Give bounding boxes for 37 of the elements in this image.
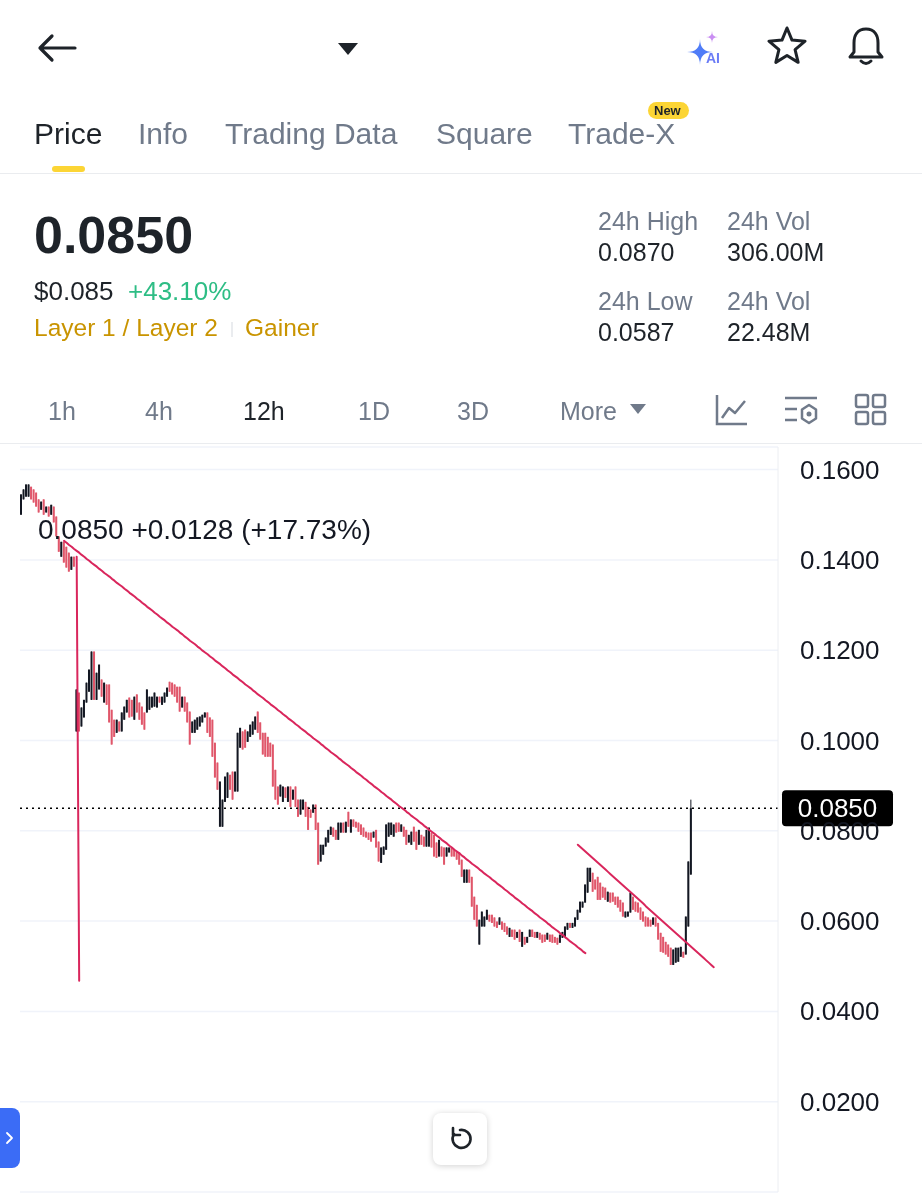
- text: Price: [34, 116, 103, 150]
- text: Info: [138, 116, 189, 150]
- y-tick-label: 0.1000: [800, 725, 880, 756]
- text: 0.0850: [34, 205, 194, 264]
- text: 22.48M: [727, 317, 811, 346]
- ref-line-label: 0.0850: [797, 793, 878, 824]
- text: AI: [706, 50, 720, 67]
- text: Layer 1 / Layer 2: [34, 314, 218, 342]
- text: 4h: [145, 396, 173, 425]
- text: +43.10%: [128, 275, 232, 306]
- text: 3D: [457, 396, 489, 425]
- y-tick-label: 0.0600: [800, 906, 880, 937]
- text: Trade-X: [568, 116, 676, 150]
- text: 24h Vol: [727, 206, 811, 235]
- text: $0.085: [34, 275, 114, 306]
- text: 0.0587: [598, 317, 675, 346]
- y-tick-label: 0.1600: [800, 454, 880, 485]
- text: 24h Vol: [727, 286, 811, 315]
- y-tick-label: 0.1200: [800, 635, 880, 666]
- candlestick: [20, 493, 22, 516]
- candlestick: [642, 911, 645, 923]
- text: 306.00M: [727, 237, 825, 266]
- text: Square: [436, 116, 533, 150]
- y-tick-label: 0.1400: [800, 544, 880, 575]
- text: 12h: [243, 396, 285, 425]
- text: New: [654, 102, 681, 118]
- text: Gainer: [245, 314, 319, 342]
- text: 24h High: [598, 206, 699, 235]
- y-tick-label: 0.0200: [800, 1086, 880, 1117]
- line-series: [576, 843, 715, 969]
- text: More: [560, 396, 617, 425]
- text: Trading Data: [225, 116, 398, 150]
- text: 1h: [48, 396, 76, 425]
- y-tick-label: 0.0400: [800, 996, 880, 1027]
- text: 0.0870: [598, 237, 675, 266]
- text: 1D: [358, 396, 390, 425]
- text: 24h Low: [598, 286, 693, 315]
